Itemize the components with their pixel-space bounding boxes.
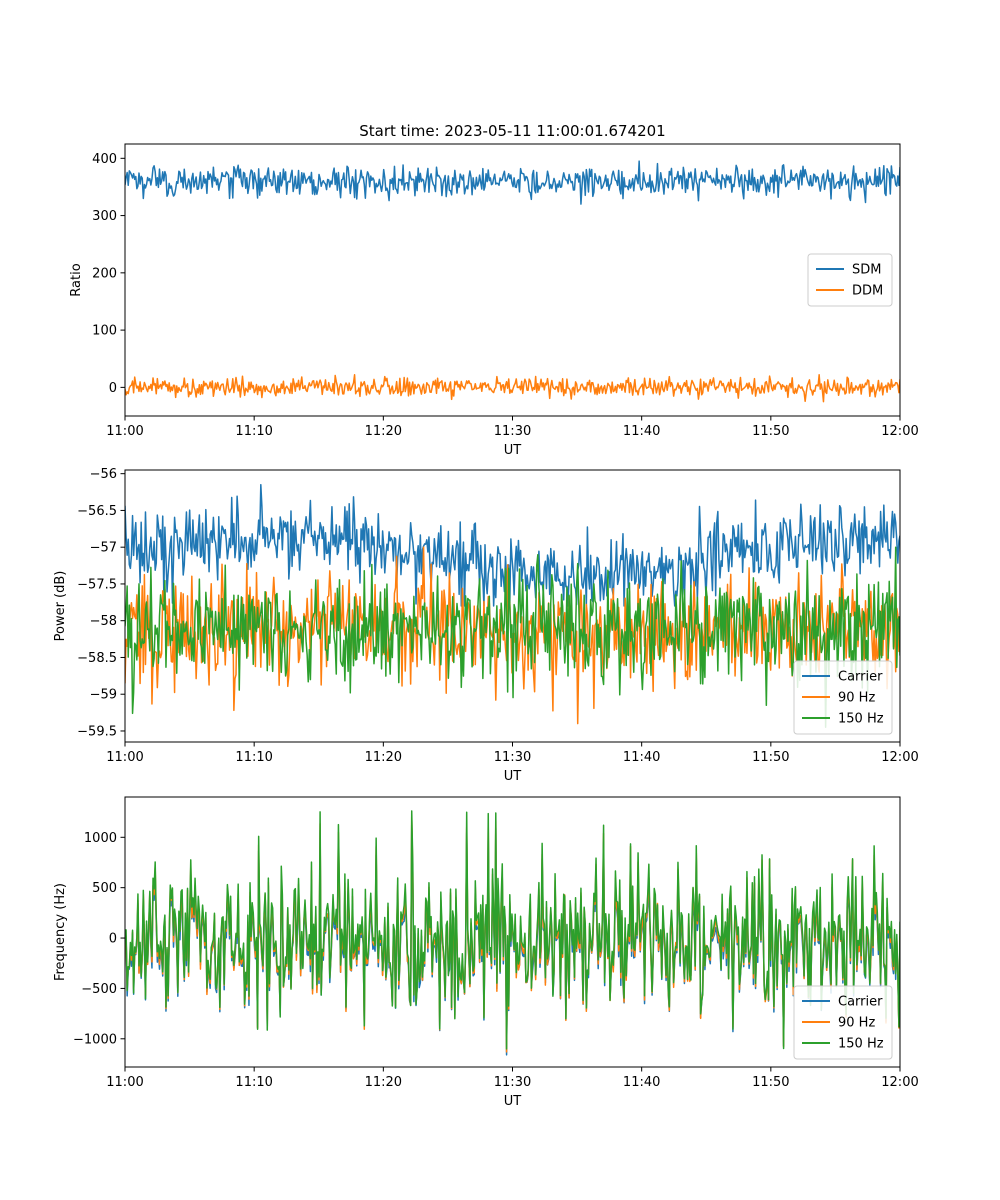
- x-tick-label: 12:00: [881, 1075, 918, 1090]
- chart-panel-3: 11:00 11:10 11:20 11:30 11:40 11:50 12:00 −1000…: [53, 796, 919, 1109]
- x-tick-label: 11:20: [365, 750, 402, 765]
- y-tick-label: 100: [92, 324, 117, 339]
- y-tick-label: 300: [92, 209, 117, 224]
- x-tick-label: 11:40: [623, 750, 660, 765]
- x-tick-label: 11:40: [623, 1075, 660, 1090]
- y-tick-label: −58.5: [77, 651, 117, 666]
- x-tick-label: 11:40: [623, 424, 660, 439]
- legend: Carrier 90 Hz 150 Hz: [793, 985, 893, 1060]
- y-tick-label: 400: [92, 152, 117, 167]
- series-line-150-hz: [125, 810, 900, 1050]
- x-tick-label: 11:10: [235, 424, 272, 439]
- x-tick-label: 11:50: [752, 1075, 789, 1090]
- y-tick-label: 1000: [84, 831, 117, 846]
- x-tick-label: 12:00: [881, 424, 918, 439]
- y-tick-label: 0: [109, 381, 117, 396]
- legend-label: 150 Hz: [838, 1037, 884, 1052]
- x-tick-label: 11:30: [494, 1075, 531, 1090]
- y-tick-label: 500: [92, 881, 117, 896]
- chart-panel-1: 11:00 11:10 11:20 11:30 11:40 11:50 12:00 0 100 2…: [69, 143, 919, 458]
- axes-layer: 11:00 11:10 11:20 11:30 11:40 11:50 12:00 0 100 2…: [53, 143, 919, 1109]
- legend-label: 90 Hz: [838, 1016, 875, 1031]
- x-tick-label: 11:30: [494, 424, 531, 439]
- x-axis-label: UT: [504, 443, 522, 458]
- x-axis-label: UT: [504, 1094, 522, 1109]
- y-tick-label: −59: [90, 688, 117, 703]
- legend-label: Carrier: [838, 670, 883, 685]
- y-tick-label: −58: [90, 614, 117, 629]
- y-tick-label: −500: [81, 982, 117, 997]
- series-line-150-hz: [125, 546, 900, 729]
- figure-title: Start time: 2023-05-11 11:00:01.674201: [359, 122, 665, 140]
- y-axis-label: Frequency (Hz): [53, 883, 68, 981]
- legend-label: DDM: [852, 284, 883, 299]
- legend: Carrier 90 Hz 150 Hz: [793, 660, 893, 735]
- y-tick-label: −57.5: [77, 577, 117, 592]
- legend-box: [793, 660, 893, 735]
- y-tick-label: −59.5: [77, 724, 117, 739]
- y-tick-label: −56: [90, 467, 117, 482]
- y-tick-label: 200: [92, 266, 117, 281]
- legend-label: Carrier: [838, 995, 883, 1010]
- legend: SDM DDM: [807, 253, 893, 307]
- y-tick-label: −57: [90, 541, 117, 556]
- x-axis-label: UT: [504, 769, 522, 784]
- x-tick-label: 11:00: [106, 750, 143, 765]
- x-tick-label: 11:10: [235, 750, 272, 765]
- legend-label: 150 Hz: [838, 712, 884, 727]
- y-axis-label: Ratio: [69, 263, 84, 296]
- x-tick-label: 11:20: [365, 424, 402, 439]
- legend-box: [807, 253, 893, 307]
- x-tick-label: 11:00: [106, 1075, 143, 1090]
- x-tick-label: 11:30: [494, 750, 531, 765]
- legend-box: [793, 985, 893, 1060]
- x-tick-label: 11:50: [752, 424, 789, 439]
- x-tick-label: 11:20: [365, 1075, 402, 1090]
- series-line-carrier: [125, 483, 900, 607]
- y-tick-label: −1000: [73, 1032, 117, 1047]
- x-tick-label: 11:00: [106, 424, 143, 439]
- y-tick-label: 0: [109, 932, 117, 947]
- series-line-sdm: [125, 160, 900, 205]
- x-tick-label: 12:00: [881, 750, 918, 765]
- x-tick-label: 11:50: [752, 750, 789, 765]
- chart-panel-2: 11:00 11:10 11:20 11:30 11:40 11:50 12:00 −59.5…: [53, 467, 919, 784]
- legend-label: 90 Hz: [838, 691, 875, 706]
- x-tick-label: 11:10: [235, 1075, 272, 1090]
- y-axis-label: Power (dB): [53, 571, 68, 642]
- legend-label: SDM: [852, 263, 881, 278]
- series-line-ddm: [125, 374, 900, 403]
- y-tick-label: −56.5: [77, 504, 117, 519]
